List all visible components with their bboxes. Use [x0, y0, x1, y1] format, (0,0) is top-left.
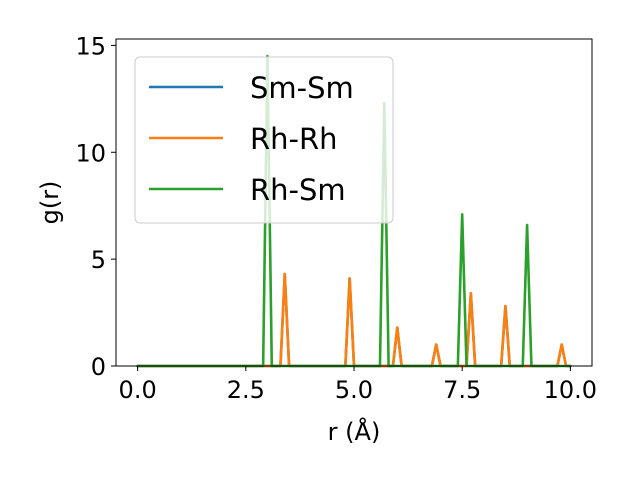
- x-tick-label: 2.5: [227, 376, 265, 404]
- y-tick-label: 0: [91, 353, 106, 381]
- y-axis-label: g(r): [36, 181, 64, 225]
- y-axis-ticks: 0 5 10 15: [75, 32, 116, 381]
- x-tick-label: 7.5: [443, 376, 481, 404]
- legend-label: Sm-Sm: [250, 71, 354, 105]
- y-tick-label: 5: [91, 246, 106, 274]
- x-axis-label: r (Å): [328, 417, 381, 446]
- x-tick-label: 5.0: [335, 376, 373, 404]
- legend-label: Rh-Rh: [250, 122, 338, 156]
- x-tick-label: 10.0: [544, 376, 597, 404]
- y-tick-label: 15: [75, 32, 106, 60]
- plot-frame: [115, 38, 593, 367]
- legend: Sm-Sm Rh-Rh Rh-Sm: [134, 56, 394, 224]
- legend-label: Rh-Sm: [250, 173, 346, 207]
- x-axis-ticks: 0.0 2.5 5.0 7.5 10.0: [119, 366, 597, 404]
- y-tick-label: 10: [75, 139, 106, 167]
- series-line-rh-rh: [136, 272, 572, 368]
- legend-box: [134, 56, 394, 224]
- x-tick-label: 0.0: [119, 376, 157, 404]
